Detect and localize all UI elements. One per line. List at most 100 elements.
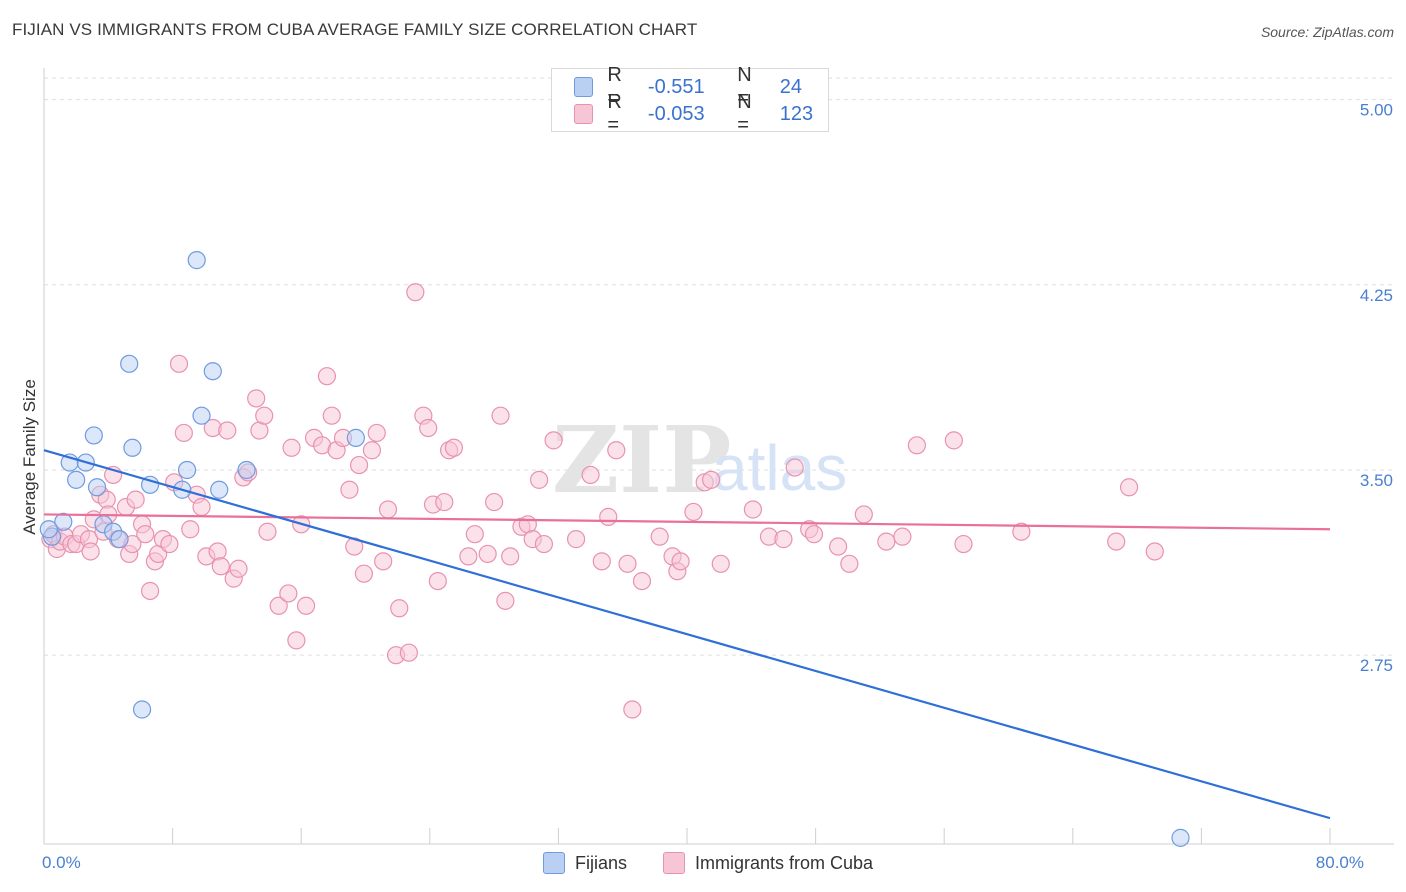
y-tick-label: 2.75	[1360, 656, 1393, 675]
x-tick-label: 0.0%	[42, 853, 81, 872]
r-value: -0.053	[647, 102, 705, 125]
n-value: 24	[779, 75, 803, 98]
y-tick-label: 4.25	[1360, 286, 1393, 305]
cuba-point	[829, 537, 848, 556]
fijians-point	[132, 700, 152, 719]
legend-item-fijians[interactable]: Fijians	[543, 852, 627, 874]
cuba-point	[340, 480, 359, 499]
n-label: N =	[737, 64, 752, 109]
cuba-point	[534, 534, 554, 554]
cuba-point	[269, 596, 288, 615]
cuba-point	[390, 599, 409, 618]
x-tick-label: 80.0%	[1316, 853, 1364, 872]
fijians-point	[123, 438, 142, 457]
cuba-trend-line	[43, 513, 1331, 531]
cuba-point	[317, 367, 337, 386]
cuba-point	[406, 283, 425, 302]
fijians-point	[39, 520, 58, 539]
cuba-point	[354, 564, 373, 583]
cuba-point	[174, 423, 193, 443]
fijians-point	[140, 475, 160, 494]
fijians-trend-line	[43, 449, 1331, 820]
cuba-point	[623, 700, 642, 719]
trend-lines	[43, 449, 1331, 820]
cuba-point	[362, 441, 382, 460]
cuba-point	[378, 500, 398, 519]
cuba-point	[136, 525, 155, 544]
cuba-point	[907, 436, 926, 455]
stats-legend: R = -0.551 N = 24 R = -0.053 N = 123	[551, 64, 829, 136]
cuba-point	[211, 557, 230, 576]
cuba-point	[258, 522, 277, 541]
n-label: N =	[737, 91, 752, 136]
cuba-point	[581, 465, 600, 485]
cuba-point	[632, 571, 652, 591]
cuba-point	[607, 441, 626, 460]
cuba-point	[743, 500, 763, 519]
cuba-point	[544, 431, 563, 450]
cuba-point	[374, 552, 393, 571]
cuba-point	[160, 534, 179, 554]
cuba-point	[854, 505, 873, 524]
cuba-point	[530, 470, 549, 489]
fijians-legend-swatch	[543, 852, 565, 874]
cuba-point	[1012, 522, 1031, 541]
cuba-point	[169, 354, 189, 373]
cuba-point	[702, 470, 721, 489]
fijians-point	[210, 480, 229, 499]
fijians-point	[346, 428, 365, 447]
cuba-point	[877, 532, 896, 551]
cuba-point	[322, 406, 341, 425]
legend-label-fijians: Fijians	[575, 852, 628, 873]
cuba-point	[501, 547, 520, 566]
fijians-swatch	[574, 77, 594, 97]
fijians-point	[84, 426, 103, 445]
cuba-point	[1145, 542, 1164, 561]
chart-title: FIJIAN VS IMMIGRANTS FROM CUBA AVERAGE F…	[12, 20, 698, 39]
cuba-point	[893, 527, 912, 546]
r-label: R =	[607, 91, 622, 136]
cuba-point	[192, 497, 211, 517]
stats-row-immigrants-from-cuba: R = -0.053 N = 123	[574, 91, 828, 136]
cuba-legend-swatch	[663, 852, 685, 874]
cuba-point	[592, 552, 611, 571]
cuba-point	[399, 643, 419, 662]
cuba-point	[419, 418, 438, 438]
cuba-point	[1119, 478, 1139, 497]
cuba-point	[140, 581, 160, 601]
fijians-point	[110, 530, 129, 549]
cuba-point	[208, 542, 227, 561]
cuba-point	[599, 507, 618, 526]
x-tick-labels: 0.0% 80.0%	[42, 853, 1364, 872]
cuba-point	[711, 554, 730, 573]
cuba-point	[566, 530, 586, 549]
cuba-point	[840, 554, 859, 573]
stats-row-fijians: R = -0.551 N = 24	[574, 64, 828, 109]
cuba-point	[774, 530, 793, 549]
cuba-point	[478, 544, 497, 564]
watermark-zip: ZIP	[552, 406, 731, 514]
fijians-point	[192, 406, 211, 425]
y-axis-title: Average Family Size	[20, 379, 39, 535]
cuba-point	[181, 520, 200, 539]
cuba-point	[349, 455, 369, 475]
y-tick-label: 3.50	[1360, 471, 1393, 490]
r-label: R =	[607, 64, 622, 109]
cuba-point	[247, 389, 266, 408]
cuba-point	[459, 547, 478, 566]
cuba-point	[650, 527, 669, 546]
cuba-point	[944, 431, 963, 450]
cuba-point	[428, 571, 447, 591]
cuba-point	[255, 406, 274, 425]
cuba-point	[229, 559, 248, 578]
watermark: ZIP atlas	[552, 406, 847, 514]
fijians-point	[87, 478, 107, 497]
cuba-point	[1107, 532, 1126, 551]
legend-item-immigrants-from-cuba[interactable]: Immigrants from Cuba	[663, 852, 873, 874]
cuba-point	[367, 423, 386, 443]
cuba-point	[287, 631, 306, 650]
cuba-point	[684, 502, 703, 522]
fijians-point	[120, 354, 139, 373]
cuba-point	[618, 554, 637, 573]
